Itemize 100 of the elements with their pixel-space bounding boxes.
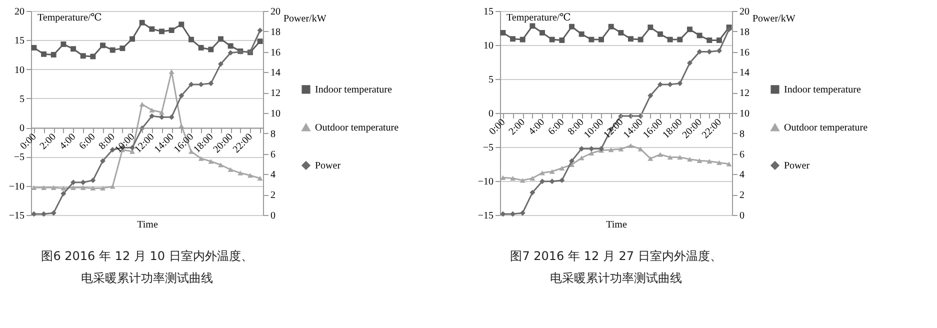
point xyxy=(50,185,56,190)
y2-tick-label: 16 xyxy=(739,47,749,58)
point xyxy=(588,36,594,42)
point xyxy=(100,158,106,164)
point xyxy=(188,36,194,42)
point xyxy=(618,146,624,152)
x-tick-label: 0:00 xyxy=(486,116,508,138)
point xyxy=(41,185,47,190)
point xyxy=(100,186,106,191)
text: 图7 2016 年 12 月 27 日室内外温度、电采暖累计功率测试曲线 xyxy=(510,249,722,285)
y2-tick-label: 12 xyxy=(270,88,280,100)
y-axis-title: Temperature/℃ xyxy=(506,12,570,24)
point xyxy=(60,190,66,196)
point xyxy=(198,156,204,161)
point xyxy=(539,30,545,36)
point xyxy=(706,158,712,164)
point xyxy=(568,24,574,30)
legend-label: Power xyxy=(315,160,342,172)
x-tick-label: 4:00 xyxy=(526,116,547,138)
point xyxy=(657,152,662,157)
y-tick-label: 20 xyxy=(14,6,24,18)
point xyxy=(130,36,135,42)
point xyxy=(628,36,633,42)
point xyxy=(218,36,224,42)
point xyxy=(726,162,732,166)
point xyxy=(159,110,164,115)
point xyxy=(666,36,672,42)
point xyxy=(198,44,204,50)
x-tick-label: 6:00 xyxy=(546,116,566,138)
point xyxy=(31,185,37,190)
point xyxy=(110,47,116,53)
point xyxy=(578,146,584,152)
point xyxy=(238,170,244,176)
x-axis-title: Time xyxy=(606,220,627,230)
point xyxy=(50,52,56,58)
point xyxy=(228,43,234,49)
point xyxy=(657,31,662,37)
point xyxy=(539,178,545,184)
point xyxy=(208,80,214,86)
y2-tick-label: 10 xyxy=(739,108,749,120)
point xyxy=(139,102,145,107)
y-axis-title: Temperature/℃ xyxy=(38,12,102,24)
y2-tick-label: 2 xyxy=(270,190,276,202)
point xyxy=(696,158,702,163)
legend-label: Indoor temperature xyxy=(784,84,861,96)
point xyxy=(90,54,96,60)
point xyxy=(168,27,174,33)
y-tick-label: −10 xyxy=(477,176,493,188)
y2-axis-title: Power/kW xyxy=(284,14,327,24)
x-tick-label: 6:00 xyxy=(77,132,98,152)
point xyxy=(578,31,584,37)
y-tick-label: 15 xyxy=(14,36,24,47)
point xyxy=(228,50,234,56)
point xyxy=(539,170,545,176)
point xyxy=(198,82,204,88)
point xyxy=(676,36,682,42)
point xyxy=(70,46,76,52)
point xyxy=(90,178,96,184)
point xyxy=(100,42,106,48)
point xyxy=(70,185,76,190)
y2-tick-label: 8 xyxy=(739,128,744,140)
point xyxy=(637,146,643,152)
point xyxy=(519,36,525,42)
point xyxy=(676,154,682,160)
point xyxy=(178,92,184,98)
point xyxy=(510,176,516,181)
x-tick-label: 8:00 xyxy=(565,116,586,138)
y-tick-label: 5 xyxy=(20,94,24,105)
point xyxy=(168,69,174,74)
point xyxy=(228,167,234,172)
point xyxy=(31,44,37,50)
text: 图6 2016 年 12 月 10 日室内外温度、电采暖累计功率测试曲线 xyxy=(41,249,253,285)
point xyxy=(666,154,672,160)
point xyxy=(588,150,594,156)
point xyxy=(257,28,263,34)
y2-tick-label: 4 xyxy=(739,170,744,181)
legend-label: Indoor temperature xyxy=(315,84,392,96)
point xyxy=(208,159,214,164)
y-tick-label: 10 xyxy=(483,40,493,52)
x-tick-label: 0:00 xyxy=(18,132,39,152)
point xyxy=(558,38,564,43)
point xyxy=(529,190,535,196)
point xyxy=(510,36,516,42)
point xyxy=(247,172,253,178)
y2-tick-label: 18 xyxy=(270,26,280,38)
point xyxy=(80,180,86,186)
y-tick-label: −10 xyxy=(8,181,24,192)
y2-tick-label: 6 xyxy=(270,149,276,160)
y2-tick-label: 4 xyxy=(270,170,276,181)
y-tick-label: −15 xyxy=(8,210,24,222)
point xyxy=(80,53,86,59)
x-tick-label: 2:00 xyxy=(506,116,527,138)
y-tick-label: −15 xyxy=(477,210,493,222)
y2-tick-label: 14 xyxy=(270,68,280,79)
legend-label: Power xyxy=(784,160,810,172)
point xyxy=(716,38,722,43)
point xyxy=(618,30,624,36)
y2-tick-label: 2 xyxy=(739,190,744,202)
point xyxy=(41,51,47,57)
point xyxy=(598,36,604,42)
